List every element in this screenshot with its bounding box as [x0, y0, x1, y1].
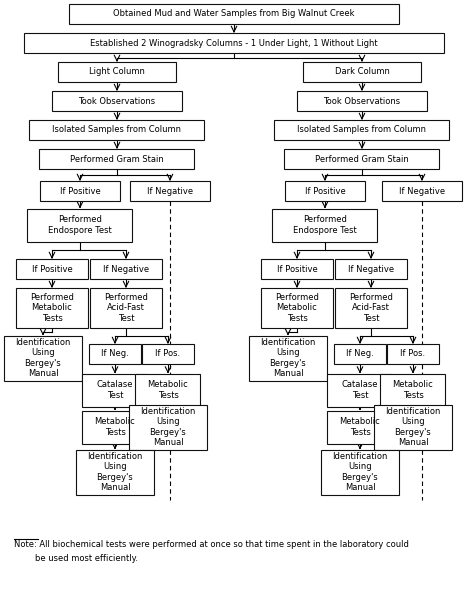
Text: Performed
Metabolic
Tests: Performed Metabolic Tests — [275, 293, 319, 323]
Bar — [90, 288, 162, 328]
Bar — [16, 259, 88, 279]
Bar — [321, 450, 399, 494]
Text: Identification
Using
Bergey's
Manual: Identification Using Bergey's Manual — [15, 338, 71, 378]
Bar — [327, 410, 393, 444]
Bar — [334, 344, 386, 364]
Bar — [380, 373, 446, 407]
Text: Identification
Using
Bergey's
Manual: Identification Using Bergey's Manual — [87, 452, 143, 492]
Bar — [39, 149, 195, 169]
Text: Took Observations: Took Observations — [324, 96, 401, 105]
Bar — [382, 181, 462, 201]
Bar — [76, 450, 154, 494]
Bar — [30, 120, 204, 140]
Bar — [261, 259, 333, 279]
Bar — [58, 62, 176, 82]
Text: Metabolic
Tests: Metabolic Tests — [148, 381, 189, 400]
Bar — [374, 404, 452, 450]
Bar — [387, 344, 439, 364]
Text: Identification
Using
Bergey's
Manual: Identification Using Bergey's Manual — [333, 452, 388, 492]
Bar — [272, 208, 378, 242]
Text: If Positive: If Positive — [60, 187, 100, 196]
Bar — [303, 62, 421, 82]
Text: If Pos.: If Pos. — [155, 350, 181, 359]
Text: Identification
Using
Bergey's
Manual: Identification Using Bergey's Manual — [140, 407, 196, 447]
Bar — [129, 404, 207, 450]
Text: Took Observations: Took Observations — [78, 96, 156, 105]
Text: Catalase
Test: Catalase Test — [342, 381, 378, 400]
Text: Metabolic
Tests: Metabolic Tests — [95, 418, 136, 437]
Text: Isolated Samples from Column: Isolated Samples from Column — [297, 125, 426, 135]
Text: Performed
Acid-Fast
Test: Performed Acid-Fast Test — [104, 293, 148, 323]
Bar — [285, 149, 439, 169]
Text: Note: All biochemical tests were performed at once so that time spent in the lab: Note: All biochemical tests were perform… — [14, 540, 409, 549]
Text: If Neg.: If Neg. — [346, 350, 374, 359]
Text: If Pos.: If Pos. — [401, 350, 425, 359]
Text: Performed Gram Stain: Performed Gram Stain — [70, 155, 164, 164]
Bar — [327, 373, 393, 407]
Bar — [285, 181, 365, 201]
Bar — [261, 288, 333, 328]
Text: If Negative: If Negative — [147, 187, 193, 196]
Text: Metabolic
Tests: Metabolic Tests — [393, 381, 433, 400]
Text: be used most efficiently.: be used most efficiently. — [14, 554, 138, 563]
Text: If Positive: If Positive — [305, 187, 345, 196]
Text: Performed Gram Stain: Performed Gram Stain — [315, 155, 409, 164]
Bar — [335, 288, 407, 328]
Text: Metabolic
Tests: Metabolic Tests — [340, 418, 380, 437]
Bar — [24, 33, 444, 53]
Bar — [40, 181, 120, 201]
Text: Established 2 Winogradsky Columns - 1 Under Light, 1 Without Light: Established 2 Winogradsky Columns - 1 Un… — [90, 39, 378, 47]
Bar — [89, 344, 141, 364]
Bar — [4, 336, 82, 381]
Text: Light Column: Light Column — [89, 67, 145, 76]
Bar — [28, 208, 133, 242]
Bar — [130, 181, 210, 201]
Bar — [83, 410, 147, 444]
Bar — [297, 91, 427, 111]
Bar — [16, 288, 88, 328]
Text: Obtained Mud and Water Samples from Big Walnut Creek: Obtained Mud and Water Samples from Big … — [113, 10, 355, 19]
Text: If Neg.: If Neg. — [101, 350, 129, 359]
Text: Isolated Samples from Column: Isolated Samples from Column — [53, 125, 182, 135]
Text: Dark Column: Dark Column — [334, 67, 389, 76]
Bar — [83, 373, 147, 407]
Bar — [136, 373, 201, 407]
Bar — [90, 259, 162, 279]
Text: Identification
Using
Bergey's
Manual: Identification Using Bergey's Manual — [260, 338, 316, 378]
Text: Performed
Endospore Test: Performed Endospore Test — [48, 215, 112, 235]
Text: If Negative: If Negative — [103, 264, 149, 273]
Bar — [335, 259, 407, 279]
Bar — [69, 4, 399, 24]
Bar — [142, 344, 194, 364]
Bar — [274, 120, 449, 140]
Text: If Positive: If Positive — [277, 264, 318, 273]
Text: Performed
Metabolic
Tests: Performed Metabolic Tests — [30, 293, 74, 323]
Text: Performed
Endospore Test: Performed Endospore Test — [293, 215, 357, 235]
Bar — [52, 91, 182, 111]
Bar — [249, 336, 327, 381]
Text: Identification
Using
Bergey's
Manual: Identification Using Bergey's Manual — [386, 407, 441, 447]
Text: If Negative: If Negative — [399, 187, 445, 196]
Text: If Negative: If Negative — [348, 264, 394, 273]
Text: Performed
Acid-Fast
Test: Performed Acid-Fast Test — [349, 293, 393, 323]
Text: Catalase
Test: Catalase Test — [97, 381, 133, 400]
Text: If Positive: If Positive — [31, 264, 72, 273]
